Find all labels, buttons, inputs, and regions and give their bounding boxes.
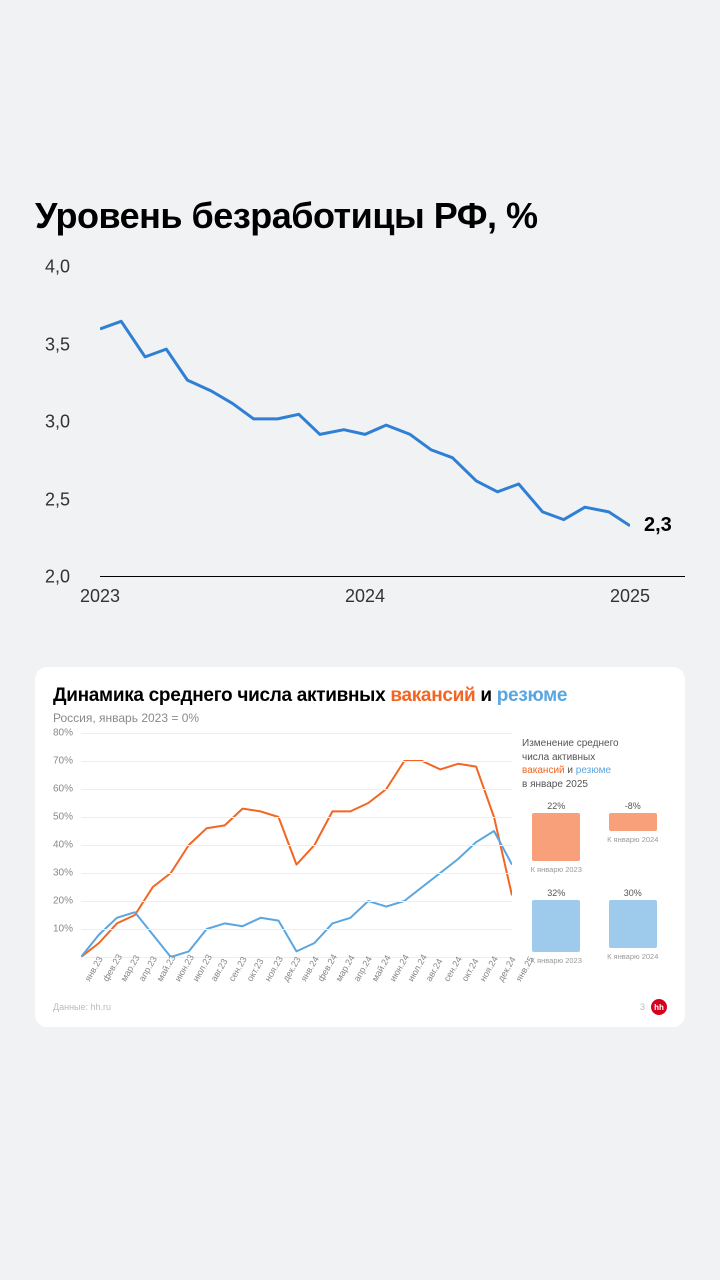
side-bar-cell: 32%К январю 2023: [522, 888, 591, 965]
chart2-ytick: 50%: [53, 812, 73, 823]
chart1-xtick: 2023: [80, 586, 120, 607]
chart1-ytick: 3,5: [45, 334, 70, 355]
unemployment-chart: Уровень безработицы РФ, % 2,3 4,0 3,5 3,0 2…: [35, 195, 685, 607]
side-bar-cell: -8%К январю 2024: [599, 801, 668, 874]
chart2-pagenum: 3: [640, 1002, 645, 1012]
chart2-ytick: 60%: [53, 784, 73, 795]
chart1-ytick: 3,0: [45, 412, 70, 433]
chart1-xtick: 2025: [610, 586, 650, 607]
chart1-end-label: 2,3: [644, 514, 672, 537]
chart2-ytick: 30%: [53, 868, 73, 879]
side-title: Изменение среднего числа активных ваканс…: [522, 737, 667, 791]
side-bar-cell: 30%К январю 2024: [599, 888, 668, 965]
chart2-title: Динамика среднего числа активных ваканси…: [53, 685, 667, 707]
side-bar-cell: 22%К январю 2023: [522, 801, 591, 874]
vacancies-resumes-card: Динамика среднего числа активных ваканси…: [35, 667, 685, 1027]
side-bar-row: 32%К январю 202330%К январю 2024: [522, 888, 667, 965]
chart2-ytick: 20%: [53, 896, 73, 907]
chart1-line-svg: [100, 267, 630, 577]
chart1-plot: 2,3 4,03,53,02,52,0202320242025: [45, 267, 685, 607]
chart2-ytick: 70%: [53, 756, 73, 767]
chart1-title: Уровень безработицы РФ, %: [35, 195, 685, 237]
chart2-ytick: 80%: [53, 728, 73, 739]
chart2-side-panel: Изменение среднего числа активных ваканс…: [522, 733, 667, 993]
chart2-ytick: 10%: [53, 924, 73, 935]
chart1-ytick: 2,0: [45, 567, 70, 588]
chart2-credit: Данные: hh.ru: [53, 1002, 111, 1012]
chart1-xtick: 2024: [345, 586, 385, 607]
chart1-ytick: 2,5: [45, 489, 70, 510]
chart1-ytick: 4,0: [45, 257, 70, 278]
side-bar-row: 22%К январю 2023-8%К январю 2024: [522, 801, 667, 874]
chart2-subtitle: Россия, январь 2023 = 0%: [53, 711, 667, 725]
hh-badge-icon: hh: [651, 999, 667, 1015]
chart2-ytick: 40%: [53, 840, 73, 851]
chart2-plot: 10%20%30%40%50%60%70%80%янв.23фев.23мар.…: [53, 733, 512, 993]
